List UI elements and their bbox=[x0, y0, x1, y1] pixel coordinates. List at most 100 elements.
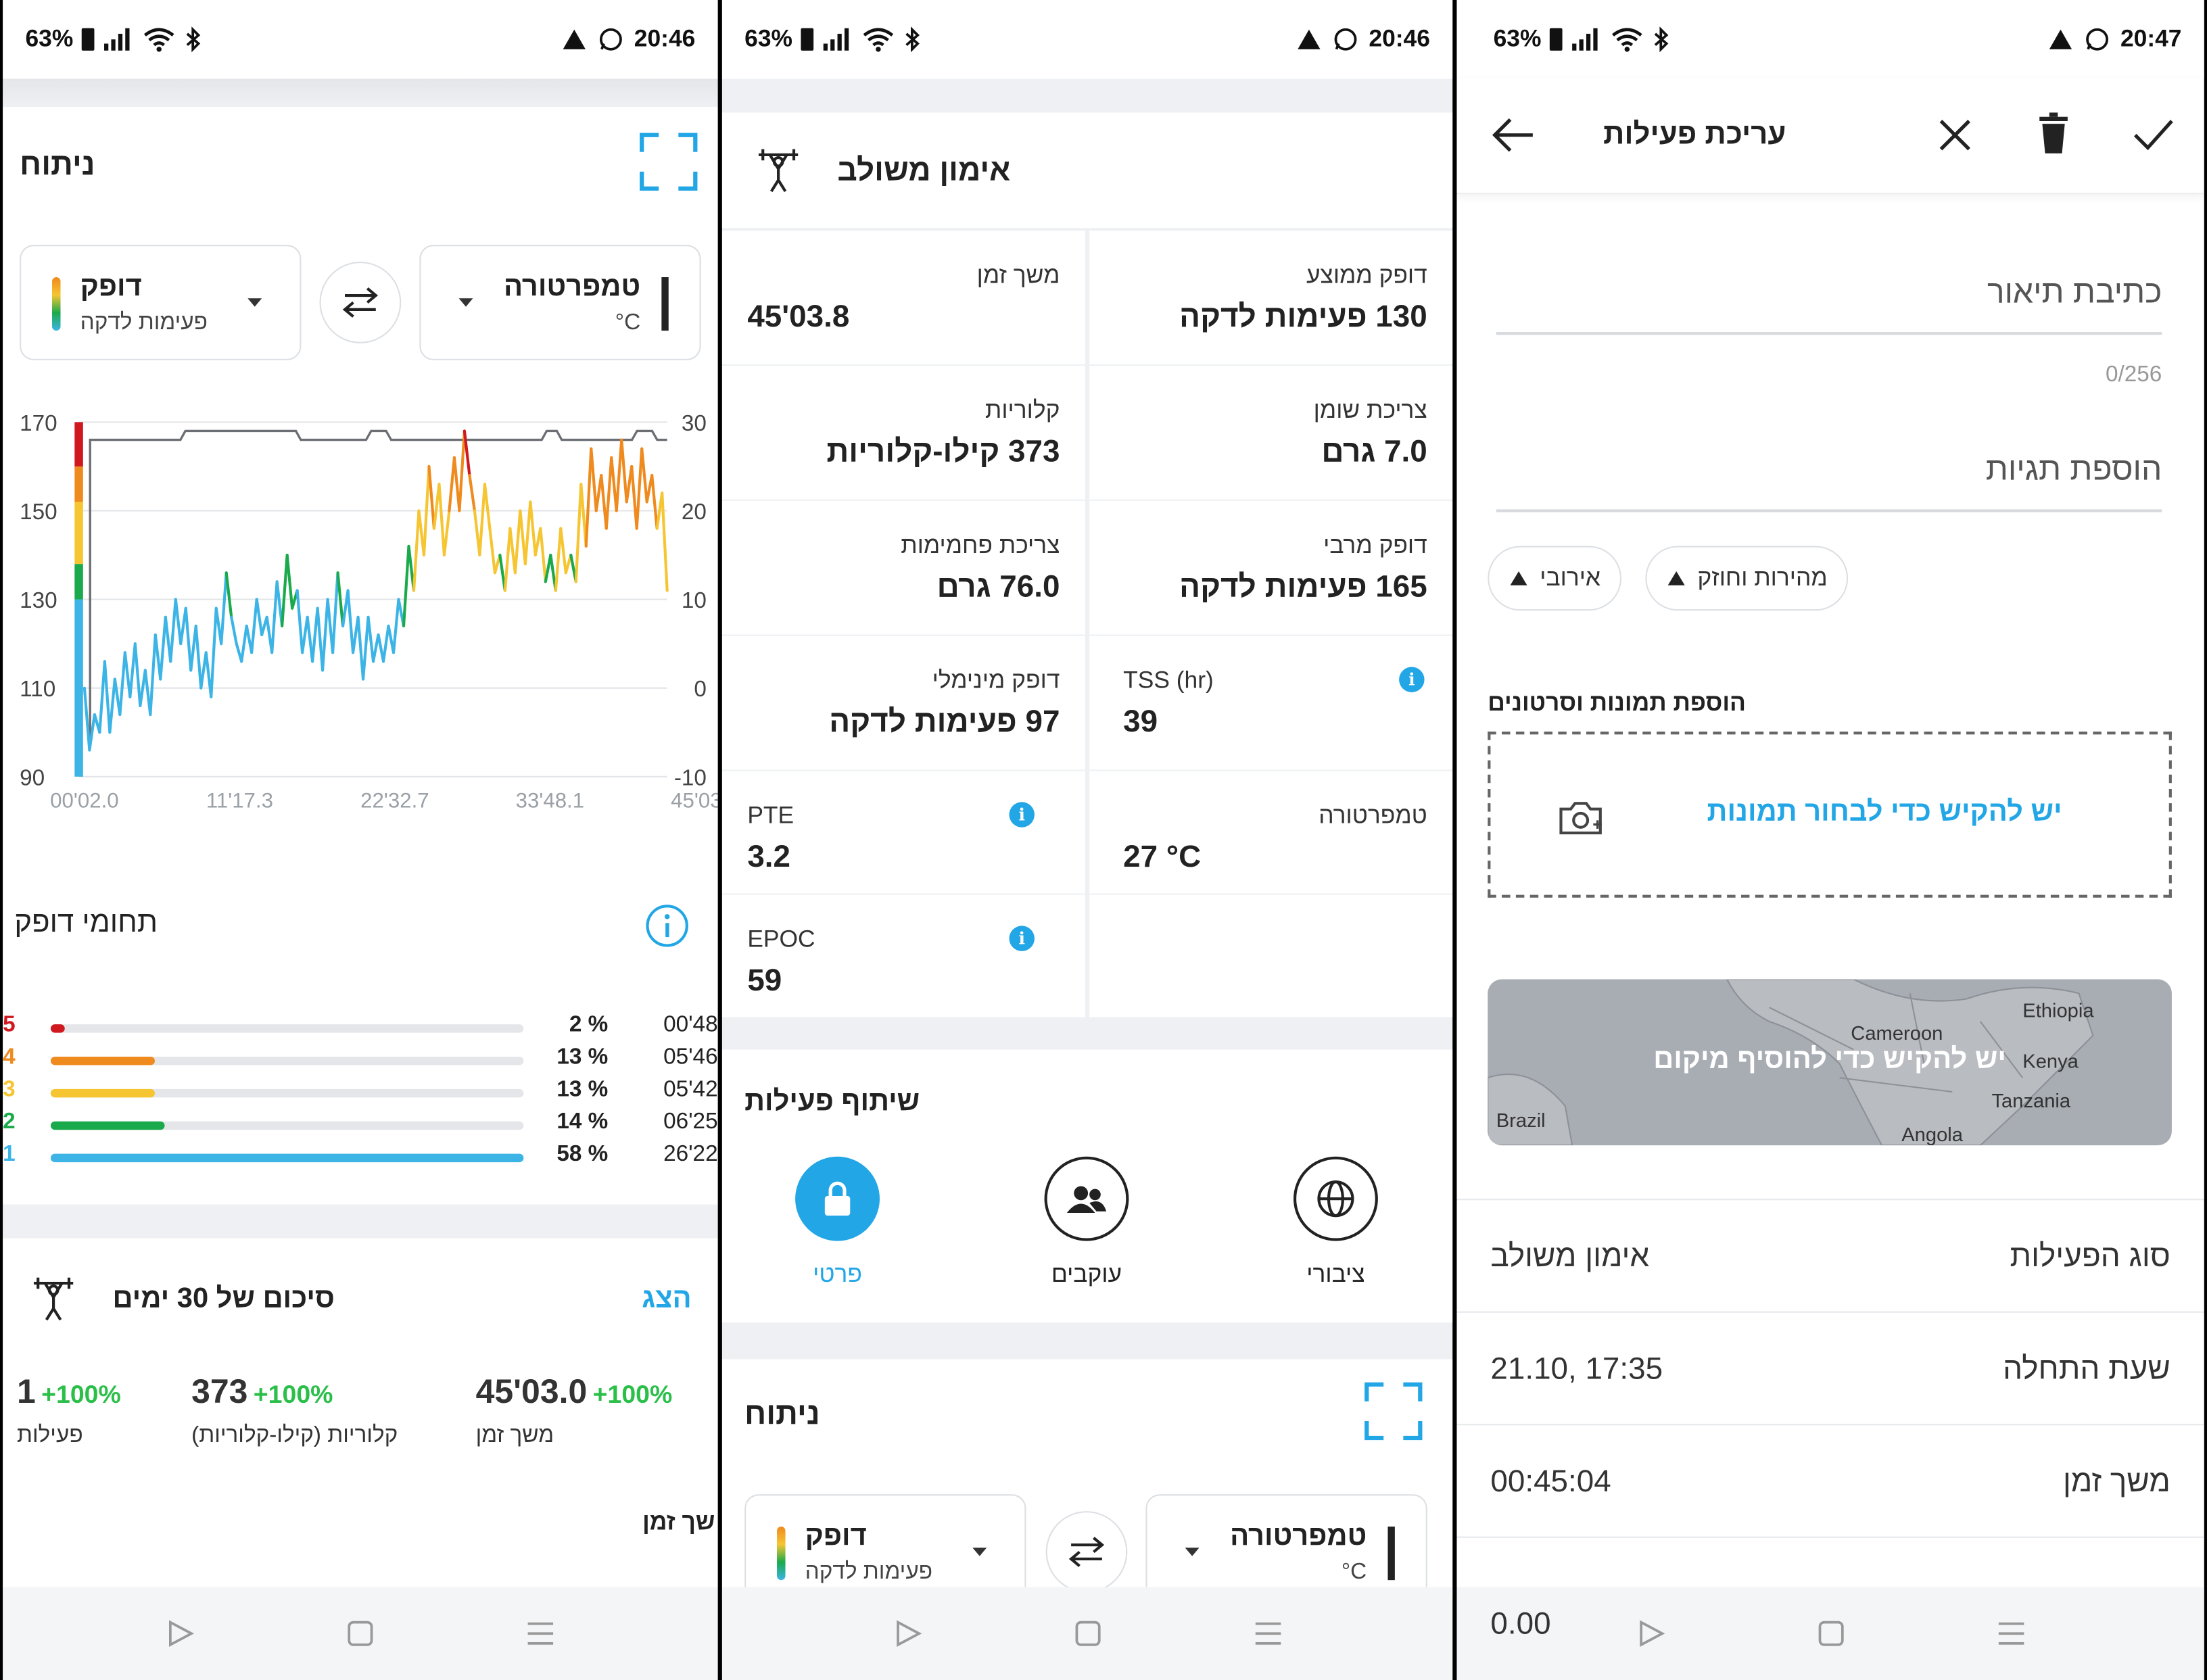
hr-series-segment bbox=[620, 438, 628, 504]
hr-series-segment bbox=[523, 500, 532, 566]
summary-stat-label: קלוריות (קילו-קלוריות) bbox=[191, 1424, 398, 1448]
dropdown-title: דופק bbox=[80, 271, 142, 303]
field-value: 0.00 bbox=[1490, 1604, 1551, 1640]
battery-percent: 63% bbox=[25, 25, 74, 53]
hr-series-segment bbox=[199, 651, 208, 690]
clock: 20:46 bbox=[1369, 25, 1430, 53]
recents-nav-icon[interactable] bbox=[1254, 1619, 1282, 1648]
hr-series-segment bbox=[519, 509, 527, 566]
hr-series-segment bbox=[133, 642, 142, 708]
zone-axis-band bbox=[74, 422, 83, 466]
zone-bar-track bbox=[50, 1024, 524, 1033]
hr-series-segment bbox=[189, 624, 197, 672]
metric-dropdown-temperature[interactable]: טמפרטורה °C bbox=[419, 245, 701, 360]
hr-series-segment bbox=[437, 483, 446, 557]
stat-cell: דופק ממוצע 130 פעימות לדקה bbox=[1089, 231, 1453, 365]
summary-stat-change: +100% bbox=[592, 1380, 673, 1409]
stat-value: 97 פעימות לדקה bbox=[829, 703, 1060, 739]
show-link[interactable]: הצג bbox=[642, 1283, 692, 1314]
hr-series-segment bbox=[630, 464, 638, 530]
media-picker[interactable]: יש להקיש כדי לבחור תמונות bbox=[1488, 731, 2172, 898]
hr-zones-title: תחומי דופק bbox=[14, 906, 158, 939]
activity-field-row[interactable]: שעת התחלה 21.10, 17:35 bbox=[1456, 1311, 2204, 1424]
tags-field[interactable]: הוספת תגיות bbox=[1496, 428, 2162, 512]
back-arrow-icon[interactable] bbox=[1490, 116, 1536, 155]
info-icon[interactable]: i bbox=[1009, 926, 1035, 951]
home-nav-icon[interactable] bbox=[346, 1619, 375, 1648]
globe-icon bbox=[1317, 1180, 1354, 1218]
close-icon[interactable] bbox=[1938, 118, 1972, 152]
chevron-down-icon bbox=[458, 298, 473, 307]
map-label: Brazil bbox=[1496, 1108, 1546, 1132]
summary-stat-label: פעילות bbox=[16, 1424, 83, 1448]
recents-nav-icon[interactable] bbox=[527, 1619, 555, 1648]
dropdown-unit: פעימות לדקה bbox=[80, 310, 208, 335]
fullscreen-icon[interactable] bbox=[639, 133, 698, 191]
hr-series-segment bbox=[240, 624, 248, 663]
alert-triangle-icon bbox=[562, 29, 585, 49]
hr-series-segment bbox=[574, 483, 583, 583]
home-nav-icon[interactable] bbox=[1073, 1619, 1101, 1648]
zone-bar-fill bbox=[50, 1121, 164, 1130]
back-nav-icon[interactable] bbox=[166, 1619, 195, 1648]
android-nav-bar bbox=[3, 1587, 718, 1680]
tag-chip-speed-strength[interactable]: מהירות וחוזק bbox=[1645, 546, 1849, 611]
fullscreen-icon[interactable] bbox=[1364, 1382, 1423, 1441]
map-label: Ethiopia bbox=[2022, 999, 2094, 1022]
hr-series-segment bbox=[316, 606, 325, 672]
info-icon[interactable]: i bbox=[1399, 667, 1425, 692]
activity-field-row[interactable]: 0.00 bbox=[1456, 1536, 2204, 1649]
info-icon[interactable]: i bbox=[1009, 802, 1035, 827]
confirm-check-icon[interactable] bbox=[2133, 118, 2175, 152]
dropdown-unit: פעימות לדקה bbox=[805, 1560, 933, 1585]
stat-value: 27 °C bbox=[1123, 838, 1202, 874]
hr-series-segment bbox=[174, 598, 183, 646]
heart-rate-temperature-chart[interactable]: 170 150 130 110 90 30 20 10 0 -10 00'02.0 11'17.3 22… bbox=[3, 402, 717, 824]
hr-series-segment bbox=[650, 473, 659, 530]
hr-series-segment bbox=[559, 527, 567, 575]
y-left-tick: 90 bbox=[20, 765, 45, 790]
activity-field-row[interactable]: משך זמן 00:45:04 bbox=[1456, 1424, 2204, 1536]
bluetooth-icon bbox=[905, 26, 920, 53]
metric-dropdown-heart-rate[interactable]: דופק פעימות לדקה bbox=[20, 245, 302, 360]
tag-chip-aerobic[interactable]: אירובי bbox=[1488, 546, 1622, 611]
hr-series-segment bbox=[250, 598, 258, 654]
zone-percent: 58 % bbox=[556, 1142, 609, 1167]
hr-series-segment bbox=[361, 615, 370, 681]
share-private-label: פרטי bbox=[813, 1260, 862, 1288]
status-bar: 63% 20:47 bbox=[1456, 0, 2204, 79]
y-left-tick: 110 bbox=[20, 677, 55, 702]
home-nav-icon[interactable] bbox=[1816, 1619, 1845, 1648]
triangle-up-icon bbox=[1667, 571, 1685, 585]
stat-cell: טמפרטורה 27 °C bbox=[1089, 771, 1453, 894]
info-icon[interactable] bbox=[644, 903, 690, 949]
heart-rate-gradient-icon bbox=[777, 1527, 786, 1581]
summary-stat: 45'03.0 +100% bbox=[476, 1373, 673, 1412]
hr-series-segment bbox=[108, 677, 116, 734]
zone-axis-band bbox=[74, 466, 83, 502]
stat-value: 3.2 bbox=[747, 838, 791, 874]
zone-time: 06'25 bbox=[663, 1110, 718, 1134]
share-public-button[interactable] bbox=[1293, 1156, 1378, 1241]
share-private-button[interactable] bbox=[795, 1156, 880, 1241]
hr-series-segment bbox=[366, 615, 375, 663]
swap-metrics-button[interactable] bbox=[1045, 1511, 1128, 1593]
signal-icon bbox=[823, 28, 849, 51]
swap-metrics-button[interactable] bbox=[319, 262, 402, 343]
hr-series-segment bbox=[640, 447, 648, 504]
description-field[interactable]: כתיבת תיאור bbox=[1496, 250, 2162, 335]
trash-icon[interactable] bbox=[2037, 112, 2070, 154]
back-nav-icon[interactable] bbox=[1636, 1619, 1665, 1648]
android-nav-bar bbox=[1456, 1587, 2204, 1680]
alert-triangle-icon bbox=[1297, 29, 1320, 49]
recents-nav-icon[interactable] bbox=[1997, 1619, 2025, 1648]
back-nav-icon[interactable] bbox=[893, 1619, 922, 1648]
stat-label: צריכת שומן bbox=[1313, 396, 1427, 424]
stat-cell: דופק מרבי 165 פעימות לדקה bbox=[1089, 500, 1453, 635]
swap-arrows-icon bbox=[342, 287, 379, 318]
hr-series-segment bbox=[381, 624, 390, 663]
status-bar: 63% 20:46 bbox=[3, 0, 718, 79]
share-followers-button[interactable] bbox=[1044, 1156, 1129, 1241]
location-map[interactable]: Ethiopia Cameroon Kenya Tanzania Brazil … bbox=[1488, 979, 2172, 1146]
activity-field-row[interactable]: סוג הפעילות אימון משולב bbox=[1456, 1199, 2204, 1311]
